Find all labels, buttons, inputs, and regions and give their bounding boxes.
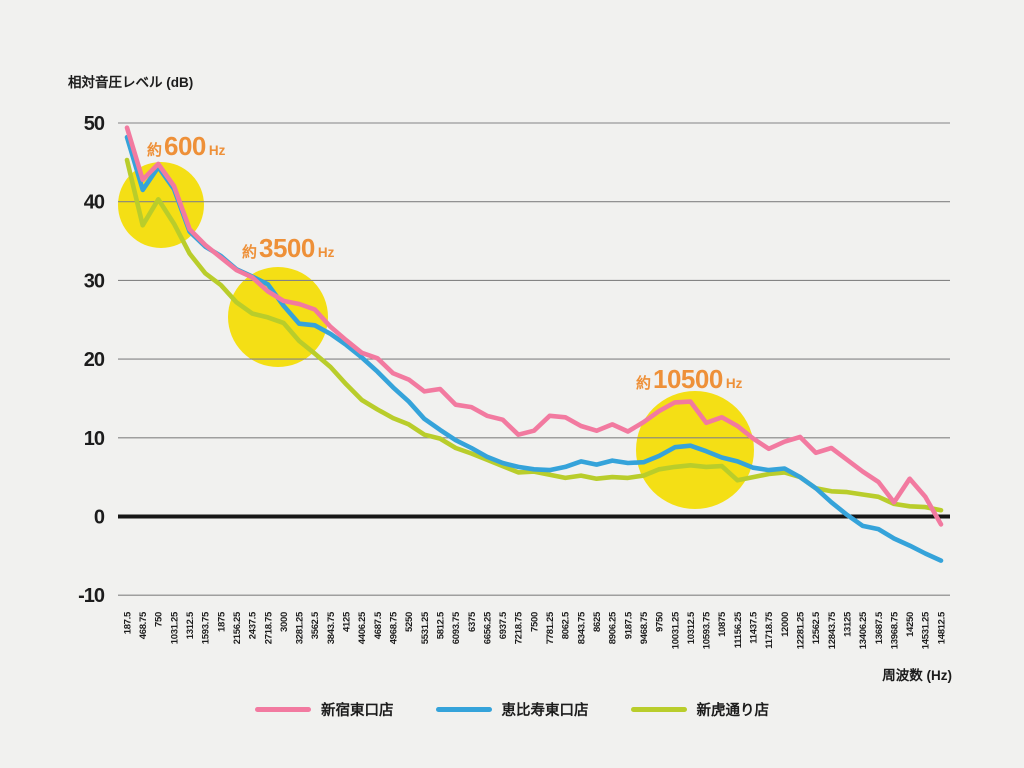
highlight-label-3500hz: 約 3500 Hz bbox=[242, 235, 334, 261]
x-tick-label: 11718.75 bbox=[764, 611, 775, 649]
x-tick-label: 6375 bbox=[467, 611, 478, 632]
x-tick-label: 14250 bbox=[905, 612, 916, 637]
x-tick-label: 8062.5 bbox=[561, 611, 572, 639]
x-tick-label: 8625 bbox=[592, 611, 603, 632]
x-tick-label: 187.5 bbox=[122, 611, 133, 634]
x-tick-label: 9750 bbox=[655, 612, 666, 632]
legend-swatch-green bbox=[630, 706, 687, 713]
x-tick-label: 1312.5 bbox=[185, 611, 196, 639]
y-tick-label: 40 bbox=[84, 192, 105, 214]
highlight-prefix: 約 bbox=[147, 142, 163, 159]
x-tick-label: 1875 bbox=[216, 611, 227, 632]
y-axis-title: 相対音圧レベル (dB) bbox=[68, 75, 194, 90]
x-tick-label: 7218.75 bbox=[514, 611, 525, 644]
x-tick-label: 14531.25 bbox=[921, 611, 932, 649]
x-tick-label: 5812.5 bbox=[436, 611, 447, 639]
y-tick-label: 20 bbox=[84, 349, 105, 371]
x-tick-label: 14812.5 bbox=[936, 611, 947, 644]
x-tick-label: 4687.5 bbox=[373, 611, 384, 639]
x-tick-label: 3562.5 bbox=[310, 611, 321, 639]
x-tick-label: 12000 bbox=[780, 612, 791, 637]
x-tick-label: 5531.25 bbox=[420, 611, 431, 644]
legend-item-ebisu-higashiguchi: 恵比寿東口店 bbox=[435, 699, 589, 720]
y-tick-label: 0 bbox=[94, 507, 105, 529]
x-tick-label: 3000 bbox=[279, 612, 290, 632]
highlight-value: 10500 bbox=[653, 364, 723, 394]
highlight-label-600hz: 約 600 Hz bbox=[147, 133, 225, 159]
x-tick-label: 12281.25 bbox=[796, 611, 807, 649]
y-tick-label: -10 bbox=[78, 585, 105, 607]
highlight-prefix: 約 bbox=[242, 244, 258, 261]
x-axis-title: 周波数 (Hz) bbox=[882, 668, 952, 683]
x-tick-label: 9468.75 bbox=[639, 611, 650, 644]
highlight-unit: Hz bbox=[208, 143, 226, 158]
legend-swatch-blue bbox=[435, 706, 492, 713]
x-tick-label: 1593.75 bbox=[201, 611, 212, 644]
highlight-unit: Hz bbox=[725, 376, 743, 391]
x-tick-label: 10031.25 bbox=[670, 611, 681, 649]
legend-item-shinjuku-higashiguchi: 新宿東口店 bbox=[255, 699, 394, 720]
legend-label: 新虎通り店 bbox=[696, 703, 770, 719]
x-tick-label: 8343.75 bbox=[576, 611, 587, 644]
x-tick-label: 13968.75 bbox=[889, 611, 900, 649]
y-tick-label: 30 bbox=[84, 270, 105, 292]
x-tick-label: 4406.25 bbox=[357, 611, 368, 644]
x-tick-label: 11437.5 bbox=[749, 611, 760, 644]
legend-item-shintora-dori: 新虎通り店 bbox=[630, 699, 770, 720]
legend-label: 恵比寿東口店 bbox=[501, 703, 589, 719]
x-tick-label: 8906.25 bbox=[608, 611, 619, 644]
x-tick-label: 10593.75 bbox=[702, 611, 713, 649]
x-tick-label: 10312.5 bbox=[686, 611, 697, 644]
legend-swatch-pink bbox=[255, 706, 311, 713]
x-tick-label: 2718.75 bbox=[263, 611, 274, 644]
legend-label: 新宿東口店 bbox=[321, 703, 394, 719]
y-tick-label: 50 bbox=[84, 113, 105, 135]
x-tick-label: 11156.25 bbox=[733, 611, 744, 648]
x-tick-label: 3281.25 bbox=[295, 611, 306, 644]
x-tick-label: 10875 bbox=[717, 611, 728, 637]
legend: 新宿東口店 恵比寿東口店 新虎通り店 bbox=[0, 699, 1024, 720]
x-tick-label: 2437.5 bbox=[248, 611, 259, 639]
series-line-0 bbox=[124, 125, 944, 527]
highlight-value: 3500 bbox=[259, 233, 315, 263]
series-line-1 bbox=[124, 134, 944, 563]
x-tick-label: 4125 bbox=[342, 611, 353, 632]
highlight-value: 600 bbox=[164, 131, 206, 161]
highlight-unit: Hz bbox=[317, 245, 335, 260]
highlight-prefix: 約 bbox=[636, 375, 652, 392]
x-tick-label: 6093.75 bbox=[451, 611, 462, 644]
x-tick-label: 750 bbox=[154, 612, 165, 627]
x-tick-label: 5250 bbox=[404, 612, 415, 632]
x-tick-label: 13687.5 bbox=[874, 611, 885, 644]
x-tick-label: 12843.75 bbox=[827, 611, 838, 649]
x-tick-label: 6656.25 bbox=[482, 611, 493, 644]
highlight-label-10500hz: 約 10500 Hz bbox=[636, 366, 742, 392]
x-tick-label: 4968.75 bbox=[389, 611, 400, 644]
x-tick-label: 13125 bbox=[843, 611, 854, 637]
x-tick-label: 13406.25 bbox=[858, 611, 869, 649]
x-tick-label: 2156.25 bbox=[232, 611, 243, 644]
x-tick-label: 9187.5 bbox=[623, 611, 634, 639]
x-tick-label: 468.75 bbox=[138, 611, 149, 639]
x-tick-label: 6937.5 bbox=[498, 611, 509, 639]
x-tick-label: 7781.25 bbox=[545, 611, 556, 644]
x-tick-label: 7500 bbox=[529, 612, 540, 632]
x-tick-label: 1031.25 bbox=[169, 611, 180, 644]
x-tick-label: 3843.75 bbox=[326, 611, 337, 644]
x-tick-label: 12562.5 bbox=[811, 611, 822, 644]
y-tick-label: 10 bbox=[84, 428, 105, 450]
